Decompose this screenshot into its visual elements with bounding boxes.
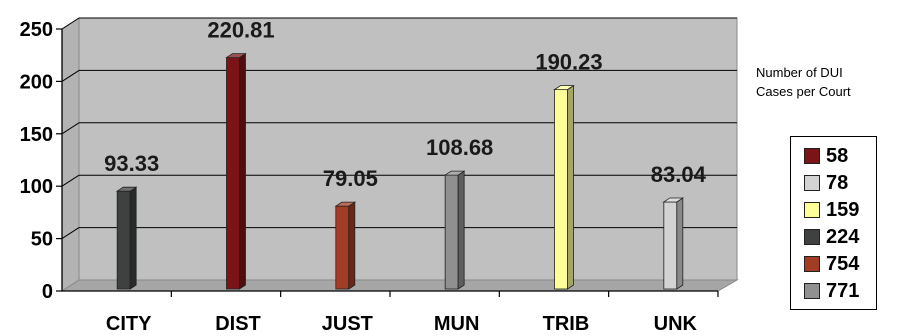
bar-front xyxy=(444,174,459,290)
bars xyxy=(115,52,685,290)
legend-title: Number of DUI Cases per Court xyxy=(756,63,898,101)
legend-item: 224 xyxy=(804,224,859,250)
bar-mun xyxy=(443,170,466,290)
gridline-side xyxy=(61,227,80,240)
x-tick-label: DIST xyxy=(215,313,261,335)
gridline-side xyxy=(61,69,80,82)
legend-swatch xyxy=(804,148,820,164)
bar-city xyxy=(115,186,138,290)
legend-label: 78 xyxy=(826,171,849,194)
data-label: 108.68 xyxy=(426,135,493,160)
data-label: 220.81 xyxy=(207,18,274,43)
x-tick-label: TRIB xyxy=(543,313,590,335)
legend-swatch xyxy=(804,202,820,218)
legend-swatch xyxy=(804,229,820,245)
bar-front xyxy=(663,201,678,290)
bar-top xyxy=(225,53,247,58)
bar-front xyxy=(554,89,568,290)
bar-top xyxy=(115,186,138,192)
x-tick-label: MUN xyxy=(434,313,480,335)
data-label: 79.05 xyxy=(323,166,378,191)
legend-item: 159 xyxy=(804,197,859,223)
bar-side xyxy=(348,201,356,290)
bar-unk xyxy=(662,197,685,290)
legend-title-line-1: Number of DUI xyxy=(756,65,843,80)
bar-front xyxy=(116,190,131,290)
legend-swatch xyxy=(804,283,820,299)
y-tick-label: 50 xyxy=(31,229,53,251)
bar-side xyxy=(457,170,465,290)
data-label: 190.23 xyxy=(535,50,602,75)
gridline-side xyxy=(61,122,80,135)
labels: 0 50 100 150 200 250 93.33 CITY 220.81 DIST 79.05 J… xyxy=(20,18,707,335)
bar-side xyxy=(676,197,684,290)
legend-swatch xyxy=(804,256,820,272)
bar-front xyxy=(226,57,240,290)
bar-side xyxy=(239,52,246,290)
legend-item: 754 xyxy=(804,251,859,277)
legend-label: 771 xyxy=(826,279,860,302)
legend-title-line-2: Cases per Court xyxy=(756,84,851,99)
bar-side xyxy=(129,186,137,290)
gridlines xyxy=(61,17,737,240)
bar-just xyxy=(334,201,357,290)
legend-label: 224 xyxy=(826,225,860,248)
bar-dist xyxy=(225,52,247,290)
y-tick-label: 150 xyxy=(20,124,53,146)
bar-front xyxy=(335,205,350,290)
plot-floor xyxy=(60,279,739,292)
legend-item: 78 xyxy=(804,170,848,196)
legend-label: 754 xyxy=(826,252,860,275)
gridline-side xyxy=(61,174,80,187)
bar-trib xyxy=(553,84,575,290)
data-label: 83.04 xyxy=(651,162,707,187)
y-tick-label: 200 xyxy=(20,71,53,93)
x-tick-label: UNK xyxy=(654,313,698,335)
gridline-side xyxy=(61,17,80,30)
legend-item: 771 xyxy=(804,278,859,304)
legend-swatch xyxy=(804,175,820,191)
bar-top xyxy=(553,85,575,91)
legend-label: 159 xyxy=(826,198,860,221)
bar-top xyxy=(334,201,357,207)
x-tick-label: JUST xyxy=(322,313,373,335)
data-label: 93.33 xyxy=(104,151,159,176)
legend: 58 78 159 224 754 771 xyxy=(790,136,877,310)
y-tick-label: 0 xyxy=(42,281,53,303)
bar-top xyxy=(662,197,685,203)
plot-back-wall xyxy=(78,17,738,281)
axes xyxy=(56,28,719,297)
legend-label: 58 xyxy=(826,144,849,167)
plot-side-wall xyxy=(61,17,80,292)
x-tick-label: CITY xyxy=(106,313,152,335)
bar-top xyxy=(443,170,466,176)
bar-side xyxy=(567,84,574,290)
y-tick-label: 250 xyxy=(20,19,53,41)
y-tick-label: 100 xyxy=(20,176,53,198)
legend-item: 58 xyxy=(804,143,848,169)
